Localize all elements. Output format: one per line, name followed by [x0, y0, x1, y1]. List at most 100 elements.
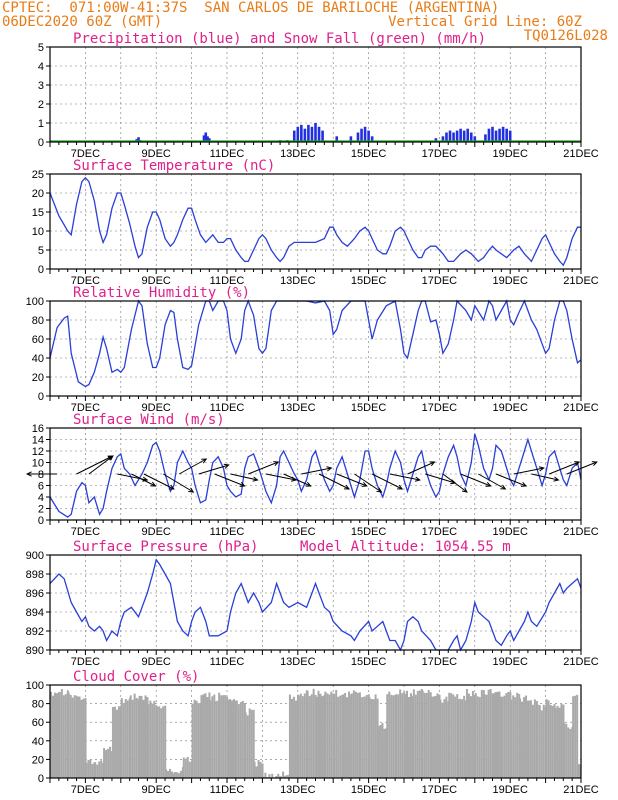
panel-6-cloud-bar [448, 692, 451, 778]
panel-6-cloud-bar [469, 696, 472, 778]
panel-2-series-line [49, 176, 581, 267]
panel-6-cloud-bar [404, 694, 406, 778]
panel-6-cloud-bar [312, 688, 315, 778]
panel-6-cloud-bar [410, 693, 412, 778]
panel-4-wind-arrow [163, 473, 194, 493]
panel-4-wind-arrowhead [201, 458, 208, 464]
panel-6-cloud-bar [252, 709, 255, 778]
panel-6-cloud-bar [56, 693, 58, 778]
panel-6-cloud-bar [82, 698, 85, 778]
panel-4-wind-arrow [178, 458, 207, 475]
panel-6-cloud-bar [290, 698, 293, 778]
panel-6-cloud-bar [211, 696, 214, 778]
panel-6-cloud-bar [461, 699, 464, 778]
panel-6-cloud-bar [235, 700, 238, 778]
panel-6-ytick-label: 40 [32, 736, 44, 748]
panel-2-xtick-label: 13DEC [280, 275, 316, 287]
panel-6-cloud-bar [408, 697, 410, 778]
panel-1-precip-bar [360, 128, 363, 142]
panel-3-xtick-label: 21DEC [563, 402, 599, 414]
panel-6-cloud-bar [164, 705, 167, 778]
panel-6-cloud-bar [489, 688, 492, 778]
panel-6-cloud-bar [531, 704, 534, 778]
panel-6-cloud-bar [326, 693, 329, 778]
panel-4-wind-arrowhead [553, 476, 560, 482]
panel-6-cloud-bar [200, 695, 203, 778]
panel-6-cloud-bar [250, 709, 253, 778]
panel-1-precip-bar [498, 128, 501, 142]
panel-6-cloud-bar [558, 707, 561, 778]
panel-6-xtick-label: 19DEC [492, 784, 528, 796]
panel-6-cloud-bar [381, 723, 384, 778]
panel-6-xtick-label: 11DEC [210, 784, 245, 796]
panel-6-cloud-bar [441, 702, 444, 778]
panel-6-cloud-bar [330, 691, 333, 778]
panel-6-xtick-label: 15DEC [351, 784, 387, 796]
panel-6-cloud-bar [89, 759, 92, 778]
panel-6-cloud-bar [98, 761, 101, 778]
panel-6-cloud-bar [233, 699, 235, 778]
panel-6-cloud-bar [111, 707, 114, 778]
panel-1-xtick-label: 11DEC [210, 148, 245, 160]
panel-4-wind-arrowhead [397, 484, 404, 490]
panel-6-cloud-bar [516, 692, 519, 778]
panel-1-precip-bar [137, 137, 140, 142]
panel-6-cloud-bar [350, 693, 353, 778]
panel-4-wind-arrowhead [25, 471, 32, 477]
panel-6-cloud-bar [465, 689, 468, 778]
panel-6-ytick-label: 0 [38, 773, 44, 785]
panel-6-xtick-label: 9DEC [142, 784, 171, 796]
panel-6-cloud-bar [397, 694, 400, 778]
panel-2-ytick-label: 0 [38, 264, 44, 276]
panel-6-cloud-bar [342, 694, 345, 778]
panel-6-cloud-bar [445, 696, 448, 778]
panel-6-cloud-bar [354, 691, 357, 778]
panel-6-cloud-bar [401, 693, 404, 778]
panel-6-cloud-bar [501, 696, 504, 778]
panel-1-xtick-label: 13DEC [280, 148, 316, 160]
panel-6-cloud-bar [188, 761, 191, 778]
panel-6-cloud-bar [171, 771, 174, 778]
panel-4-wind-arrow [143, 473, 175, 490]
panel-4-wind-arrow [248, 461, 279, 475]
panel-6-cloud-bar [547, 700, 550, 778]
panel-6-cloud-bar [352, 690, 355, 778]
panel-6-cloud-bar [525, 695, 528, 778]
panel-6-cloud-bar [117, 706, 120, 778]
panel-4-wind-arrow [214, 473, 245, 487]
panel-6-cloud-bar [436, 693, 439, 778]
panel-4-wind-arrow [354, 473, 382, 493]
panel-5-ytick-label: 892 [26, 626, 44, 638]
panel-1-xtick-label: 9DEC [142, 148, 171, 160]
panel-4-wind-arrow [88, 455, 114, 475]
panel-3-ytick-label: 40 [32, 353, 44, 365]
panel-1-ytick-label: 1 [38, 118, 44, 130]
panel-6-cloud-bar [377, 726, 380, 778]
panel-6-cloud-bar [73, 695, 76, 778]
panel-4-wind-arrowhead [168, 484, 175, 490]
panel-6-cloud-bar [84, 698, 87, 778]
panel-5-title: Surface Pressure (hPa) [73, 539, 258, 555]
panel-6-cloud-bar [160, 708, 163, 778]
panel-1-precip-bar [206, 136, 209, 142]
panel-6-cloud-bar [255, 766, 258, 778]
panel-4-wind-arrowhead [361, 481, 368, 487]
panel-6-cloud-bar [184, 758, 187, 778]
panel-6-cloud-bar [337, 696, 340, 778]
panel-6-cloud-bar [476, 696, 479, 778]
panel-4-wind-arrow [478, 473, 506, 490]
panel-4-wind-arrowhead [538, 466, 545, 472]
header-line1: CPTEC: 071:00W-41:37S SAN CARLOS DE BARI… [2, 0, 500, 16]
panel-4-ytick-label: 4 [38, 492, 44, 504]
panel-4-series-line [49, 433, 582, 518]
panel-1-precip-bar [310, 126, 314, 142]
panel-6-cloud-bar [120, 698, 123, 778]
panel-4-wind-arrowhead [305, 481, 312, 487]
panel-1-precip-bar [349, 136, 353, 142]
panel-6-cloud-bar [165, 769, 168, 778]
panel-2-xtick-label: 15DEC [351, 275, 387, 287]
panel-6-cloud-bar [565, 723, 568, 778]
panel-6-cloud-bar [303, 693, 306, 778]
panel-2-ytick-label: 5 [38, 245, 44, 257]
